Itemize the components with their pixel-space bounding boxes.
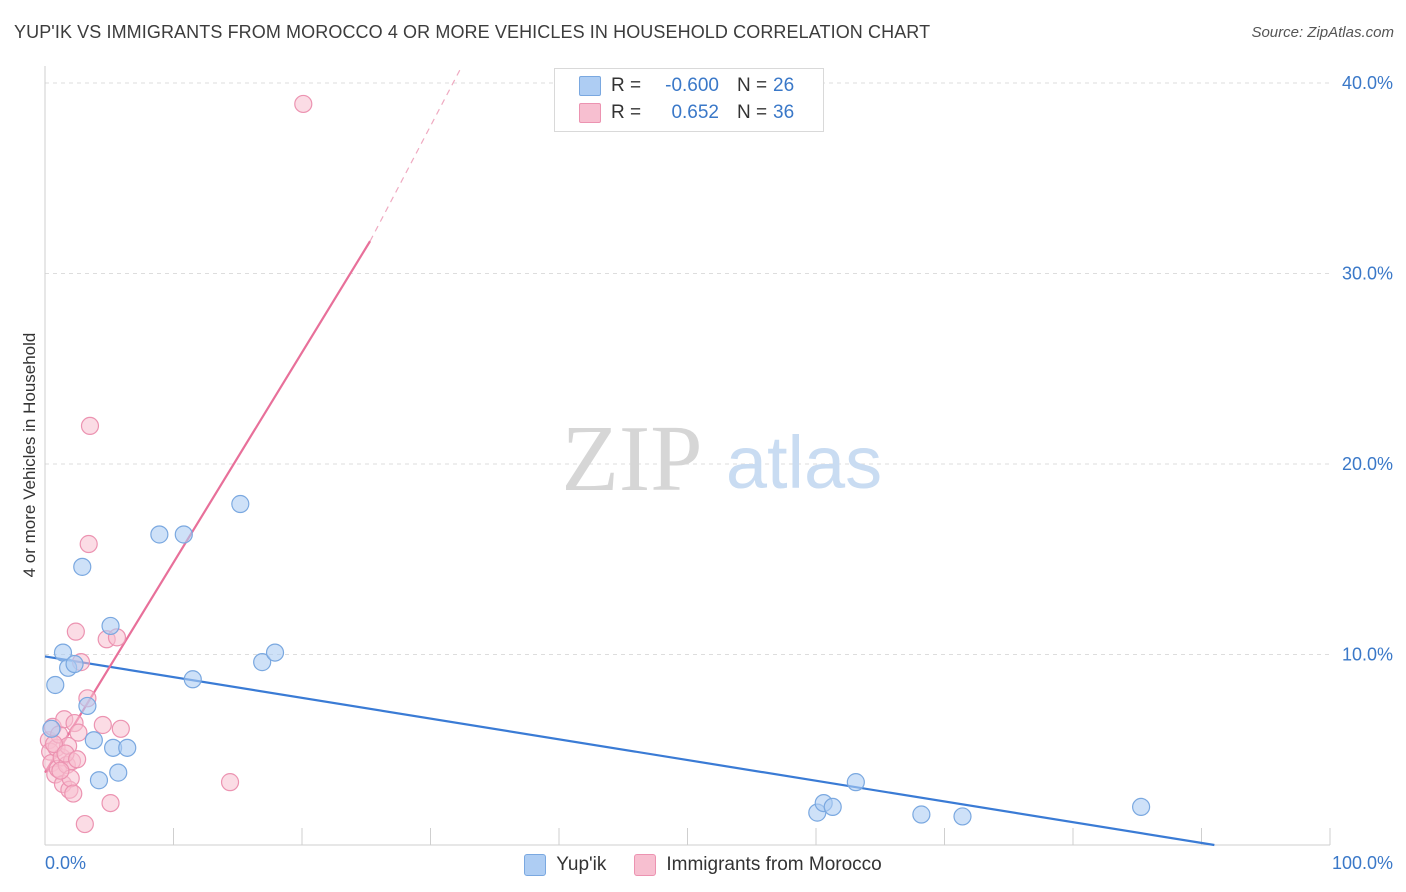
- trend-line-morocco: [44, 240, 372, 774]
- data-point-yupik: [78, 696, 97, 716]
- y-tick-label: 10.0%: [1342, 645, 1393, 665]
- data-point-yupik: [846, 773, 865, 792]
- data-point-morocco: [75, 814, 94, 834]
- legend-swatch-blue: [579, 76, 601, 96]
- series-legend: Yup'ik Immigrants from Morocco: [0, 852, 1406, 878]
- data-point-morocco: [69, 723, 88, 742]
- legend-item-morocco: Immigrants from Morocco: [634, 854, 882, 876]
- stats-legend: R = -0.600 N = 26 R = 0.652 N = 36: [554, 68, 824, 132]
- chart-source: Source: ZipAtlas.com: [1251, 24, 1394, 41]
- data-point-yupik: [46, 675, 65, 695]
- trend-line-morocco-extension: [369, 69, 461, 242]
- data-point-yupik: [65, 654, 84, 674]
- legend-n-value: 36: [773, 102, 795, 123]
- data-point-morocco: [111, 719, 130, 738]
- data-point-morocco: [101, 793, 120, 813]
- data-point-yupik: [89, 771, 109, 790]
- x-tick-label-max: 100.0%: [1332, 853, 1393, 873]
- chart-title: YUP'IK VS IMMIGRANTS FROM MOROCCO 4 OR M…: [14, 22, 931, 42]
- data-point-morocco: [79, 534, 98, 554]
- data-point-yupik: [84, 731, 103, 750]
- legend-n-label: N =: [737, 102, 768, 123]
- data-point-yupik: [101, 616, 120, 636]
- watermark: ZIP atlas: [562, 407, 883, 511]
- legend-n-value: 26: [773, 75, 795, 96]
- legend-r-value: -0.600: [665, 75, 719, 96]
- data-point-yupik: [42, 719, 61, 738]
- legend-r-label: R =: [611, 75, 642, 96]
- data-point-yupik: [1132, 797, 1151, 817]
- data-point-yupik: [183, 670, 202, 689]
- trend-lines: [44, 69, 1215, 847]
- trend-line-yupik: [44, 655, 1215, 847]
- data-point-morocco: [80, 416, 100, 435]
- data-point-yupik: [118, 738, 137, 757]
- data-point-morocco: [220, 773, 240, 792]
- legend-item-yupik: Yup'ik: [524, 854, 606, 876]
- legend-swatch-pink: [579, 103, 601, 123]
- y-tick-label: 40.0%: [1342, 73, 1393, 93]
- y-tick-label: 30.0%: [1342, 264, 1393, 284]
- data-point-yupik: [231, 494, 250, 514]
- watermark-zip: ZIP: [562, 407, 703, 511]
- axes: [44, 66, 1331, 846]
- legend-n-label: N =: [737, 75, 768, 96]
- data-point-yupik: [150, 525, 169, 544]
- data-point-yupik: [73, 557, 92, 576]
- legend-row-yupik: R = -0.600 N = 26: [579, 73, 794, 99]
- data-point-morocco: [51, 761, 70, 780]
- data-point-yupik: [253, 653, 272, 672]
- x-tick-label-min: 0.0%: [45, 853, 86, 873]
- data-points: [39, 94, 1151, 834]
- y-tick-labels: 10.0% 20.0% 30.0% 40.0%: [1342, 73, 1393, 665]
- legend-swatch-blue: [524, 854, 547, 876]
- legend-label-morocco: Immigrants from Morocco: [666, 854, 882, 875]
- data-point-yupik: [912, 805, 931, 824]
- data-point-morocco: [66, 622, 85, 641]
- watermark-atlas: atlas: [726, 421, 882, 504]
- data-point-morocco: [93, 715, 112, 735]
- data-point-yupik: [265, 643, 285, 662]
- x-tick-labels: 0.0% 100.0%: [45, 853, 1393, 873]
- data-point-morocco: [294, 94, 313, 114]
- legend-r-label: R =: [611, 102, 642, 123]
- data-point-yupik: [174, 525, 193, 544]
- legend-r-value: 0.652: [671, 102, 719, 123]
- data-point-yupik: [109, 763, 128, 782]
- legend-label-yupik: Yup'ik: [556, 854, 607, 875]
- legend-swatch-pink: [634, 854, 657, 876]
- data-point-yupik: [953, 807, 972, 826]
- data-point-yupik: [823, 797, 842, 817]
- y-tick-label: 20.0%: [1342, 454, 1393, 474]
- grid-lines: [45, 82, 1330, 655]
- legend-row-morocco: R = 0.652 N = 36: [579, 100, 794, 126]
- data-point-morocco: [68, 750, 87, 769]
- data-point-morocco: [64, 784, 83, 803]
